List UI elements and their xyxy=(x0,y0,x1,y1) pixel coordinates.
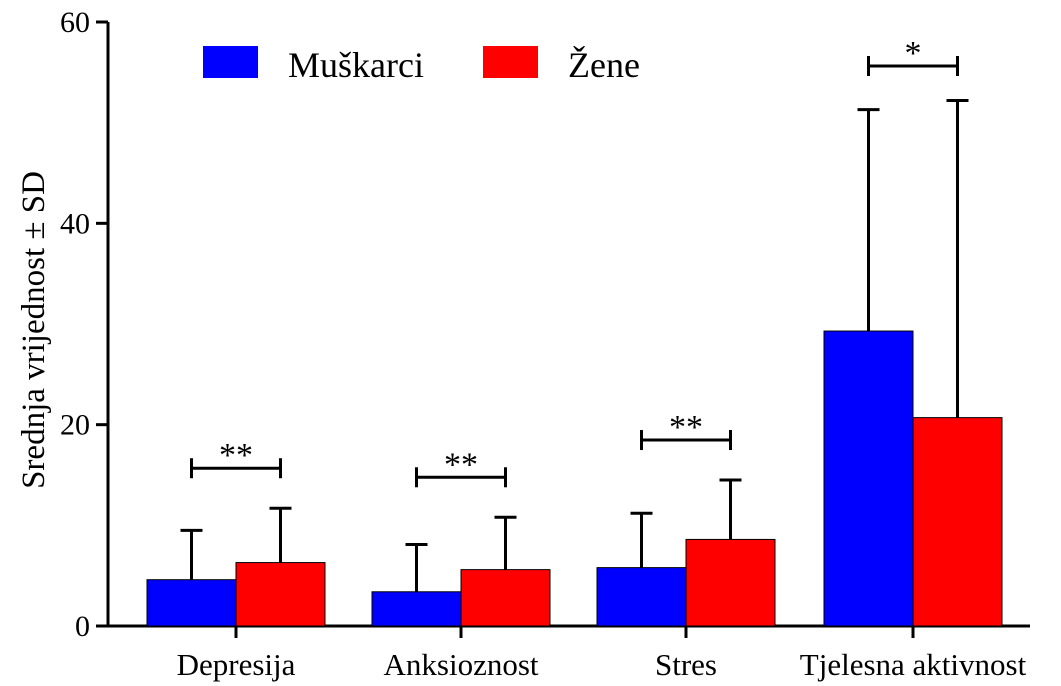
bar-zene xyxy=(235,562,326,627)
y-tick-label: 20 xyxy=(60,409,90,442)
bars xyxy=(146,99,1003,627)
y-tick-label: 0 xyxy=(75,610,90,643)
significance-label: ** xyxy=(219,437,253,474)
bar-zene xyxy=(912,417,1003,627)
legend-swatch-muskarci xyxy=(203,46,258,78)
x-tick-label: Tjelesna aktivnost xyxy=(800,647,1027,682)
x-tick-label: Depresija xyxy=(177,647,296,682)
significance-label: ** xyxy=(669,409,703,446)
y-axis-title: Srednja vrijednost ± SD xyxy=(16,171,52,489)
x-tick-label: Anksioznost xyxy=(384,647,539,682)
axes: 0 20 40 60 Depresija Anksioznost Stres Tjelesn… xyxy=(60,6,1030,682)
significance-annotations: ** ***** xyxy=(190,35,959,488)
bar-zene xyxy=(685,538,776,627)
legend-swatch-zene xyxy=(483,46,538,78)
x-ticks: Depresija Anksioznost Stres Tjelesna aktivn… xyxy=(177,626,1027,682)
error-bars xyxy=(180,99,969,592)
legend: Muškarci Žene xyxy=(203,45,640,85)
bar-zene xyxy=(460,569,551,627)
y-tick-label: 60 xyxy=(60,6,90,39)
x-tick-label: Stres xyxy=(655,647,717,682)
bar-muskarci xyxy=(823,330,914,627)
y-ticks: 0 20 40 60 xyxy=(60,6,108,643)
bar-muskarci xyxy=(371,591,462,627)
bar-muskarci xyxy=(146,579,237,627)
legend-label-muskarci: Muškarci xyxy=(288,45,424,85)
bar-rects xyxy=(146,330,1003,627)
bar-muskarci xyxy=(596,567,687,627)
legend-label-zene: Žene xyxy=(568,45,640,85)
significance-label: * xyxy=(905,35,922,72)
significance-label: ** xyxy=(444,446,478,483)
y-tick-label: 40 xyxy=(60,207,90,240)
